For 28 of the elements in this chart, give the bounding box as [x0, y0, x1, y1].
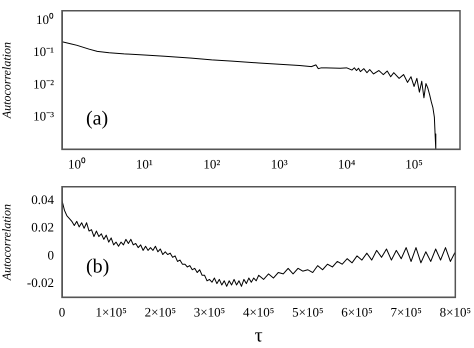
- y-axis-title: Autocorrelation: [0, 204, 14, 282]
- x-axis-title: τ: [254, 324, 263, 346]
- x-tick-label: 3×10⁵: [194, 304, 226, 320]
- x-tick-label: 8×10⁵: [440, 304, 472, 320]
- x-tick-label: 2×10⁵: [144, 304, 176, 320]
- x-tick-label: 7×10⁵: [390, 304, 422, 320]
- y-tick-label: 0.02: [31, 220, 54, 235]
- y-tick-label: 0.04: [31, 192, 54, 208]
- x-tick-label: 4×10⁵: [242, 304, 274, 320]
- y-tick-label: 10⁻²: [33, 76, 54, 92]
- x-tick-label: 10¹: [136, 156, 153, 172]
- x-tick-label: 6×10⁵: [341, 304, 373, 320]
- y-tick-label: 10⁻¹: [33, 44, 54, 60]
- y-tick-label: 0: [48, 247, 54, 262]
- x-tick-label: 0: [58, 304, 66, 320]
- x-tick-label: 10⁵: [405, 156, 423, 172]
- y-axis-title: Autocorrelation: [0, 42, 14, 120]
- x-tick-label: 10⁰: [68, 156, 86, 172]
- y-tick-label: -0.02: [26, 274, 54, 290]
- x-tick-label: 10³: [270, 156, 288, 172]
- x-tick-label: 10²: [203, 156, 220, 172]
- x-tick-label: 5×10⁵: [292, 304, 324, 320]
- x-tick-label: 10⁴: [338, 156, 356, 172]
- y-tick-label: 10⁰: [36, 12, 54, 27]
- y-tick-label: 10⁻³: [33, 108, 54, 124]
- annotation: (b): [86, 256, 110, 278]
- annotation: (a): [86, 108, 108, 130]
- x-tick-label: 1×10⁵: [95, 304, 127, 320]
